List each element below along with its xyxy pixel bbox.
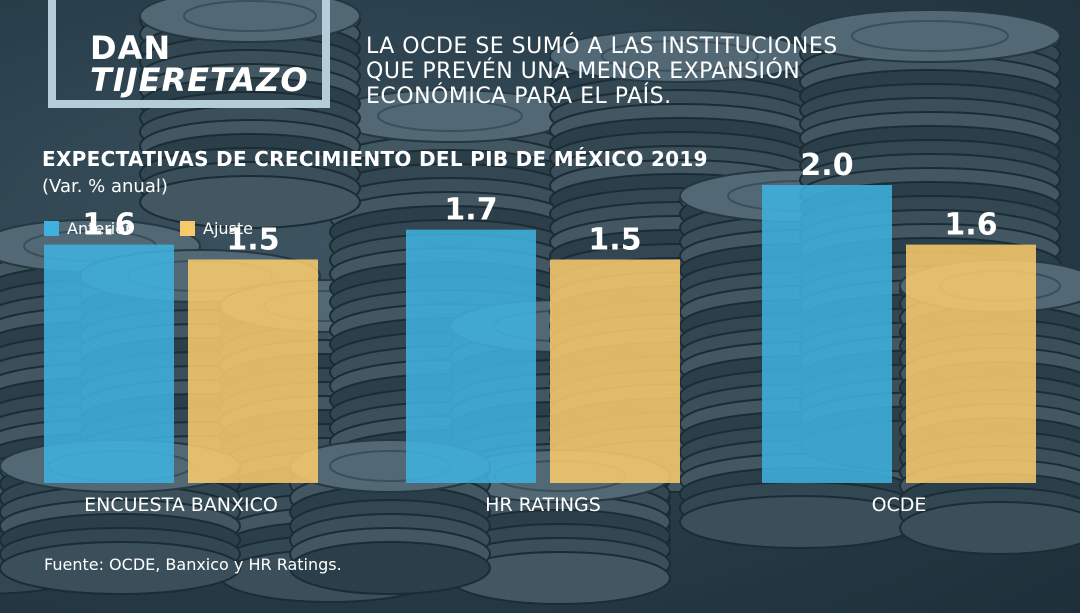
legend-label-ajuste: Ajuste	[203, 218, 253, 238]
coin-emblem	[601, 40, 759, 72]
legend-item-ajuste: Ajuste	[180, 218, 253, 238]
category-label-1: HR RATINGS	[485, 494, 601, 516]
value-label-ajuste-1: 1.5	[588, 223, 641, 258]
category-label-2: OCDE	[872, 494, 927, 516]
coin-stack	[289, 439, 491, 595]
subheadline: LA OCDE SE SUMÓ A LAS INSTITUCIONES QUE …	[366, 34, 838, 109]
legend-swatch-ajuste	[180, 220, 195, 236]
chart-title: EXPECTATIVAS DE CRECIMIENTO DEL PIB DE M…	[42, 147, 708, 171]
bar-ajuste-2	[906, 244, 1036, 483]
coin-stack	[449, 449, 671, 605]
bar-ajuste-1	[550, 259, 680, 483]
legend-swatch-anterior	[44, 220, 59, 236]
coin-emblem	[183, 0, 317, 32]
coin	[289, 541, 491, 595]
value-label-anterior-1: 1.7	[444, 193, 497, 228]
bar-anterior-0	[44, 244, 174, 483]
coin	[139, 175, 361, 229]
bar-anterior-2	[762, 185, 892, 483]
legend-item-anterior: Anterior	[44, 218, 132, 238]
coin-stack	[139, 0, 361, 229]
value-label-ajuste-0: 1.5	[226, 223, 279, 258]
coin	[0, 541, 241, 595]
category-label-0: ENCUESTA BANXICO	[84, 494, 278, 516]
title-frame	[48, 0, 330, 108]
bar-anterior-1	[406, 229, 536, 483]
value-label-ajuste-2: 1.6	[944, 208, 997, 243]
coin-face	[139, 0, 361, 43]
coin-face	[799, 9, 1061, 63]
source-note: Fuente: OCDE, Banxico y HR Ratings.	[44, 555, 342, 574]
headline-line-2: TIJERETAZO	[90, 61, 309, 99]
chart-subtitle: (Var. % anual)	[42, 176, 168, 197]
value-label-anterior-0: 1.6	[82, 208, 135, 243]
legend-label-anterior: Anterior	[67, 218, 132, 238]
coin	[899, 501, 1080, 555]
coin-emblem	[851, 20, 1009, 52]
coin-emblem	[377, 100, 523, 132]
headline-line-1: DAN	[90, 29, 172, 67]
value-label-anterior-2: 2.0	[800, 148, 853, 183]
bar-ajuste-0	[188, 259, 318, 483]
